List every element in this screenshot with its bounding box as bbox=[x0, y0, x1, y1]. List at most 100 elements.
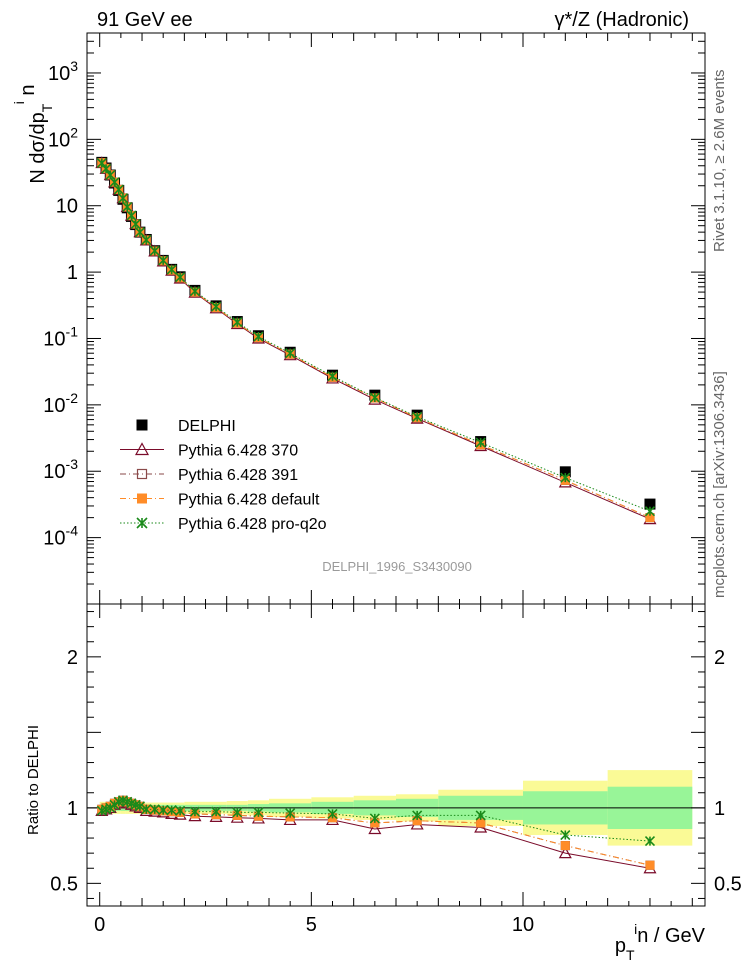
legend-label: Pythia 6.428 391 bbox=[178, 467, 298, 484]
series-line bbox=[101, 162, 651, 519]
data-point bbox=[412, 810, 423, 821]
data-point bbox=[149, 804, 160, 815]
x-tick-label: 0 bbox=[94, 914, 105, 936]
data-point bbox=[158, 255, 169, 266]
data-point bbox=[141, 804, 152, 815]
data-point bbox=[189, 286, 201, 297]
data-point bbox=[109, 799, 120, 810]
y-tick-label: 10-4 bbox=[43, 523, 78, 550]
data-point bbox=[158, 805, 169, 816]
data-point bbox=[253, 807, 264, 818]
data-point bbox=[327, 808, 338, 819]
main-y-axis-label: N dσ/dpTi n bbox=[11, 84, 55, 183]
data-point bbox=[558, 846, 572, 859]
data-point bbox=[370, 818, 380, 828]
ratio-y-tick-label-left: 0.5 bbox=[50, 873, 78, 895]
series-line bbox=[101, 162, 651, 512]
ratio-y-tick-label-left: 2 bbox=[67, 647, 78, 669]
ratio-y-tick-label-right: 2 bbox=[714, 647, 725, 669]
data-point bbox=[136, 468, 148, 480]
data-point bbox=[475, 437, 486, 448]
data-point bbox=[232, 807, 243, 818]
legend-label: Pythia 6.428 default bbox=[178, 492, 320, 509]
legend-item: DELPHI bbox=[136, 418, 236, 435]
data-point bbox=[105, 802, 116, 813]
data-point bbox=[644, 506, 656, 517]
legend-item: Pythia 6.428 default bbox=[120, 492, 320, 509]
y-tick-label: 103 bbox=[48, 58, 78, 85]
svg-text:N dσ/dpTi n: N dσ/dpTi n bbox=[11, 84, 55, 183]
ratio-y-axis-label: Ratio to DELPHI bbox=[25, 725, 42, 835]
ratio-frame bbox=[86, 603, 706, 907]
ratio-panel: 0 5 10 0.5 0.5 1 1 2 2 bbox=[50, 603, 742, 936]
data-point bbox=[149, 245, 160, 256]
data-point bbox=[412, 411, 423, 422]
main-panel: 10-4 10-3 10-2 10-1 1 10 102 103 bbox=[43, 32, 706, 605]
legend-label: Pythia 6.428 370 bbox=[178, 443, 298, 460]
data-point bbox=[368, 822, 382, 835]
left-title: 91 GeV ee bbox=[97, 9, 193, 31]
data-point bbox=[130, 218, 141, 230]
data-point bbox=[189, 806, 201, 817]
data-point bbox=[644, 498, 656, 510]
y-tick-label: 10-3 bbox=[43, 456, 78, 483]
data-point bbox=[476, 818, 486, 828]
data-point bbox=[253, 331, 264, 342]
data-point bbox=[126, 210, 137, 221]
data-point bbox=[136, 419, 148, 431]
legend-item: Pythia 6.428 370 bbox=[120, 442, 298, 460]
legend-label: Pythia 6.428 pro-q2o bbox=[178, 516, 327, 533]
ratio-y-tick-label-left: 1 bbox=[67, 798, 78, 820]
series-4 bbox=[96, 157, 656, 517]
y-tick-label: 10-1 bbox=[43, 323, 78, 350]
data-point bbox=[96, 157, 107, 169]
data-point bbox=[175, 805, 186, 816]
data-point bbox=[560, 841, 570, 851]
data-point bbox=[211, 301, 222, 312]
data-point bbox=[141, 234, 152, 246]
data-point bbox=[136, 517, 148, 529]
series-line bbox=[101, 162, 651, 520]
rivet-label: Rivet 3.1.10, ≥ 2.6M events bbox=[711, 70, 728, 253]
data-point bbox=[117, 193, 129, 204]
data-point bbox=[134, 442, 150, 456]
data-point bbox=[645, 860, 655, 870]
ratio-y-tick-label-right: 0.5 bbox=[714, 873, 742, 895]
data-point bbox=[560, 472, 571, 483]
data-point bbox=[113, 184, 124, 195]
data-point bbox=[232, 317, 243, 328]
legend-item: Pythia 6.428 pro-q2o bbox=[120, 516, 327, 533]
data-point bbox=[122, 201, 133, 212]
y-tick-label: 10-2 bbox=[43, 390, 78, 417]
data-point bbox=[560, 829, 571, 841]
series-line bbox=[101, 162, 651, 519]
ratio-line bbox=[101, 799, 651, 842]
legend-item: Pythia 6.428 391 bbox=[120, 467, 298, 484]
data-point bbox=[137, 493, 147, 504]
x-tick-label: 5 bbox=[306, 914, 317, 936]
data-point bbox=[559, 466, 571, 478]
ratio-y-tick-label-right: 1 bbox=[714, 798, 725, 820]
mcplots-label: mcplots.cern.ch [arXiv:1306.3436] bbox=[711, 371, 728, 598]
right-title: γ*/Z (Hadronic) bbox=[555, 9, 689, 31]
data-point bbox=[369, 392, 380, 403]
y-tick-label: 102 bbox=[48, 124, 78, 151]
data-point bbox=[645, 513, 655, 523]
legend-label: DELPHI bbox=[178, 418, 236, 435]
data-point bbox=[175, 272, 186, 283]
data-point bbox=[166, 264, 177, 275]
data-point bbox=[134, 801, 145, 812]
data-point bbox=[644, 836, 656, 847]
data-point bbox=[327, 371, 338, 382]
legend: DELPHI Pythia 6.428 370 Pythia 6.428 391 Py… bbox=[120, 418, 327, 533]
data-point bbox=[285, 348, 296, 359]
data-point bbox=[475, 810, 486, 821]
data-point bbox=[211, 806, 222, 817]
watermark: DELPHI_1996_S3430090 bbox=[322, 559, 472, 574]
y-tick-label: 1 bbox=[67, 262, 78, 284]
x-tick-label: 10 bbox=[512, 914, 534, 936]
data-point bbox=[412, 816, 422, 826]
x-axis-label: pTin / GeV bbox=[615, 921, 706, 963]
data-point bbox=[134, 227, 145, 238]
